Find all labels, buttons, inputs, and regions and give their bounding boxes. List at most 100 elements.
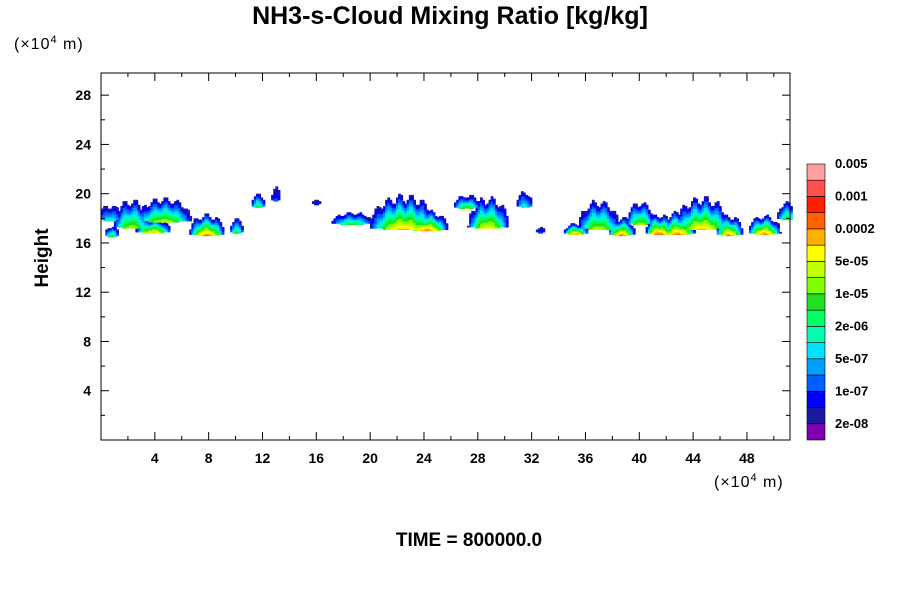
heatmap-cell — [471, 204, 475, 207]
heatmap-cell — [113, 233, 117, 235]
heatmap-cell — [790, 209, 793, 212]
heatmap-cell — [137, 206, 141, 208]
heatmap-cell — [133, 220, 137, 223]
heatmap-cell — [716, 217, 720, 219]
heatmap-cell — [762, 220, 765, 223]
heatmap-cell — [404, 213, 408, 216]
heatmap-cell — [152, 208, 156, 211]
heatmap-cell — [436, 220, 440, 223]
heatmap-cell — [469, 220, 472, 223]
heatmap-cell — [131, 217, 134, 219]
heatmap-cell — [656, 226, 660, 229]
heatmap-cell — [385, 208, 388, 211]
heatmap-cell — [492, 213, 496, 216]
heatmap-cell — [129, 224, 132, 227]
heatmap-cell — [217, 222, 221, 224]
heatmap-cell — [725, 234, 729, 237]
heatmap-cell — [400, 213, 404, 216]
heatmap-cell — [684, 220, 688, 223]
heatmap-cell — [714, 219, 718, 222]
heatmap-cell — [141, 220, 145, 223]
heatmap-cell — [152, 222, 156, 224]
heatmap-cell — [492, 217, 496, 219]
heatmap-cell — [163, 217, 167, 219]
heatmap-cell — [660, 226, 664, 229]
heatmap-cell — [639, 206, 643, 208]
heatmap-cell — [673, 218, 677, 221]
heatmap-cell — [641, 206, 645, 208]
heatmap-cell — [684, 218, 688, 221]
heatmap-cell — [200, 233, 203, 235]
heatmap-cell — [714, 214, 718, 217]
heatmap-cell — [424, 208, 427, 211]
heatmap-cell — [182, 219, 186, 222]
heatmap-cell — [583, 223, 587, 225]
heatmap-cell — [391, 220, 395, 223]
heatmap-cell — [703, 203, 707, 206]
heatmap-cell — [141, 212, 145, 214]
heatmap-cell — [757, 218, 761, 221]
heatmap-cell — [469, 196, 472, 198]
heatmap-cell — [346, 217, 350, 219]
heatmap-cell — [594, 217, 597, 219]
heatmap-cell — [738, 229, 742, 232]
heatmap-cell — [273, 197, 277, 200]
heatmap-cell — [363, 222, 367, 224]
y-tick-label: 8 — [83, 333, 91, 349]
heatmap-cell — [480, 225, 483, 228]
heatmap-cell — [391, 219, 395, 222]
heatmap-cell — [675, 228, 679, 230]
heatmap-cell — [727, 231, 731, 234]
heatmap-cell — [109, 213, 113, 216]
heatmap-cell — [783, 208, 787, 211]
heatmap-cell — [424, 203, 427, 206]
heatmap-cell — [346, 220, 350, 223]
heatmap-cell — [764, 222, 767, 224]
heatmap-cell — [464, 202, 468, 205]
heatmap-cell — [421, 229, 425, 232]
heatmap-cell — [200, 223, 203, 225]
heatmap-cell — [490, 197, 494, 200]
heatmap-cell — [109, 212, 113, 214]
heatmap-cell — [503, 208, 507, 211]
heatmap-cell — [673, 219, 677, 222]
heatmap-cell — [589, 213, 593, 216]
heatmap-cell — [159, 207, 162, 209]
heatmap-cell — [665, 233, 668, 235]
heatmap-cell — [699, 224, 703, 227]
heatmap-cell — [617, 226, 621, 229]
heatmap-cell — [718, 210, 722, 213]
heatmap-cell — [581, 228, 584, 230]
heatmap-cell — [697, 207, 701, 209]
heatmap-cell — [378, 210, 382, 213]
heatmap-cell — [432, 215, 436, 218]
heatmap-cell — [703, 228, 707, 230]
heatmap-cell — [172, 208, 175, 211]
heatmap-cell — [139, 209, 143, 212]
heatmap-cell — [701, 214, 705, 217]
heatmap-cell — [135, 219, 139, 222]
heatmap-cell — [523, 197, 526, 200]
heatmap-cell — [253, 198, 257, 201]
heatmap-cell — [359, 218, 363, 221]
heatmap-cell — [144, 214, 147, 217]
colorbar-swatch — [806, 390, 826, 408]
heatmap-cell — [658, 229, 662, 232]
heatmap-cell — [408, 223, 412, 225]
heatmap-cell — [714, 220, 718, 223]
heatmap-cell — [654, 220, 658, 223]
heatmap-cell — [378, 222, 382, 224]
heatmap-cell — [712, 222, 716, 224]
heatmap-cell — [129, 219, 132, 222]
heatmap-cell — [213, 234, 216, 237]
heatmap-cell — [501, 224, 505, 227]
heatmap-cell — [176, 214, 180, 217]
heatmap-cell — [718, 206, 722, 208]
heatmap-cell — [383, 226, 386, 229]
heatmap-cell — [632, 231, 636, 234]
heatmap-cell — [404, 207, 408, 209]
heatmap-cell — [408, 194, 412, 197]
heatmap-cell — [729, 233, 733, 235]
heatmap-cell — [443, 228, 447, 230]
heatmap-cell — [430, 213, 434, 216]
